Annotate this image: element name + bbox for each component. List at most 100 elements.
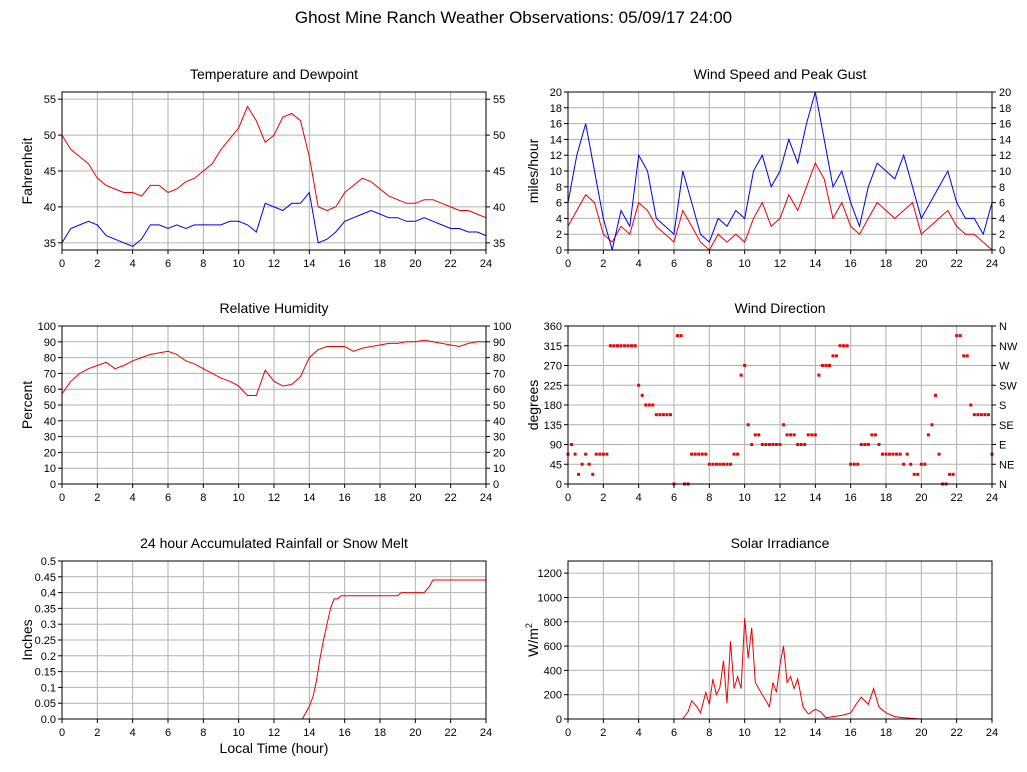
series-line-0 — [62, 579, 486, 720]
direction-point — [972, 413, 976, 417]
y-tick-label: 6 — [556, 198, 562, 210]
x-tick-label: 22 — [445, 492, 457, 504]
y-tick-label: 0 — [556, 479, 562, 491]
x-tick-label: 16 — [339, 258, 351, 270]
x-tick-label: 14 — [303, 258, 315, 270]
x-tick-label: 20 — [915, 727, 927, 739]
y-tick-label: 30 — [44, 432, 56, 444]
direction-point — [895, 452, 899, 456]
y-axis-label: W/m2 — [524, 623, 541, 657]
x-tick-label: 6 — [165, 492, 171, 504]
x-tick-label: 20 — [409, 258, 421, 270]
y-tick-label: 0.15 — [35, 667, 56, 679]
direction-point — [877, 443, 881, 446]
chart-title: Wind Speed and Peak Gust — [694, 66, 867, 82]
x-tick-label: 6 — [671, 492, 677, 504]
y-tick-label-right: 8 — [999, 182, 1005, 194]
direction-point — [661, 413, 665, 417]
series-line-1 — [61, 191, 487, 247]
y-tick-label: 0.0 — [41, 714, 56, 726]
y-tick-label-right: 30 — [493, 432, 505, 444]
direction-point — [817, 373, 821, 377]
x-tick-label: 22 — [445, 727, 457, 739]
x-tick-label: 0 — [565, 492, 571, 504]
y-tick-label: 1000 — [538, 592, 562, 604]
direction-point — [845, 344, 849, 348]
x-tick-label: 18 — [374, 727, 386, 739]
direction-point — [870, 433, 874, 437]
x-axis-label: Local Time (hour) — [220, 740, 329, 756]
direction-point — [736, 452, 740, 456]
direction-point — [916, 472, 920, 476]
direction-point — [792, 433, 796, 437]
x-tick-label: 4 — [130, 727, 136, 739]
direction-point — [594, 452, 598, 456]
y-tick-label-right: 35 — [493, 238, 505, 250]
direction-point — [919, 462, 923, 466]
direction-point — [852, 462, 856, 466]
direction-point — [746, 423, 750, 427]
x-tick-label: 4 — [636, 258, 642, 270]
direction-point — [782, 423, 786, 427]
y-tick-label: 0.4 — [41, 588, 56, 600]
direction-point — [820, 364, 824, 367]
compass-label: W — [999, 361, 1010, 373]
x-tick-label: 18 — [374, 492, 386, 504]
direction-point — [598, 452, 602, 456]
direction-point — [856, 462, 860, 466]
direction-point — [849, 462, 853, 466]
x-tick-label: 8 — [706, 258, 712, 270]
x-tick-label: 16 — [339, 492, 351, 504]
direction-point — [690, 452, 694, 456]
y-axis-label: Percent — [19, 381, 35, 429]
x-tick-label: 2 — [94, 492, 100, 504]
direction-point — [965, 354, 969, 358]
chart-title: Relative Humidity — [220, 300, 329, 316]
x-tick-label: 14 — [809, 492, 821, 504]
y-tick-label: 16 — [550, 119, 562, 131]
y-tick-label-right: 18 — [999, 103, 1011, 115]
direction-point — [626, 344, 630, 348]
direction-point — [633, 344, 637, 348]
direction-point — [654, 413, 658, 417]
compass-label: NE — [999, 459, 1014, 471]
y-tick-label: 0.25 — [35, 635, 56, 647]
y-tick-label: 20 — [550, 87, 562, 99]
direction-point — [591, 472, 595, 476]
direction-point — [873, 433, 877, 437]
direction-point — [948, 472, 952, 476]
series-line-0 — [61, 339, 486, 396]
direction-point — [866, 443, 870, 446]
x-tick-label: 20 — [409, 727, 421, 739]
x-tick-label: 10 — [739, 492, 751, 504]
x-tick-label: 0 — [59, 492, 65, 504]
y-tick-label: 12 — [550, 150, 562, 162]
direction-point — [806, 433, 810, 437]
y-tick-label-right: 80 — [493, 353, 505, 365]
y-tick-label-right: 6 — [999, 198, 1005, 210]
direction-point — [676, 334, 680, 338]
y-tick-label: 200 — [544, 690, 562, 702]
y-tick-label: 80 — [44, 353, 56, 365]
y-axis-label-sup: 2 — [524, 623, 534, 628]
direction-point — [651, 403, 655, 407]
y-tick-label: 14 — [550, 134, 562, 146]
x-tick-label: 6 — [165, 727, 171, 739]
y-tick-label-right: 2 — [999, 229, 1005, 241]
chart-title: 24 hour Accumulated Rainfall or Snow Mel… — [140, 535, 408, 551]
x-tick-label: 18 — [374, 258, 386, 270]
direction-point — [986, 413, 990, 417]
page-title: Ghost Mine Ranch Weather Observations: 0… — [294, 8, 733, 27]
direction-point — [778, 443, 782, 446]
direction-point — [753, 433, 757, 437]
direction-point — [707, 462, 711, 466]
x-tick-label: 12 — [268, 727, 280, 739]
direction-point — [619, 344, 623, 348]
x-tick-label: 12 — [774, 727, 786, 739]
x-tick-label: 2 — [600, 727, 606, 739]
direction-point — [958, 334, 962, 338]
direction-point — [926, 433, 930, 437]
chart-rain: 24 hour Accumulated Rainfall or Snow Mel… — [19, 535, 492, 756]
